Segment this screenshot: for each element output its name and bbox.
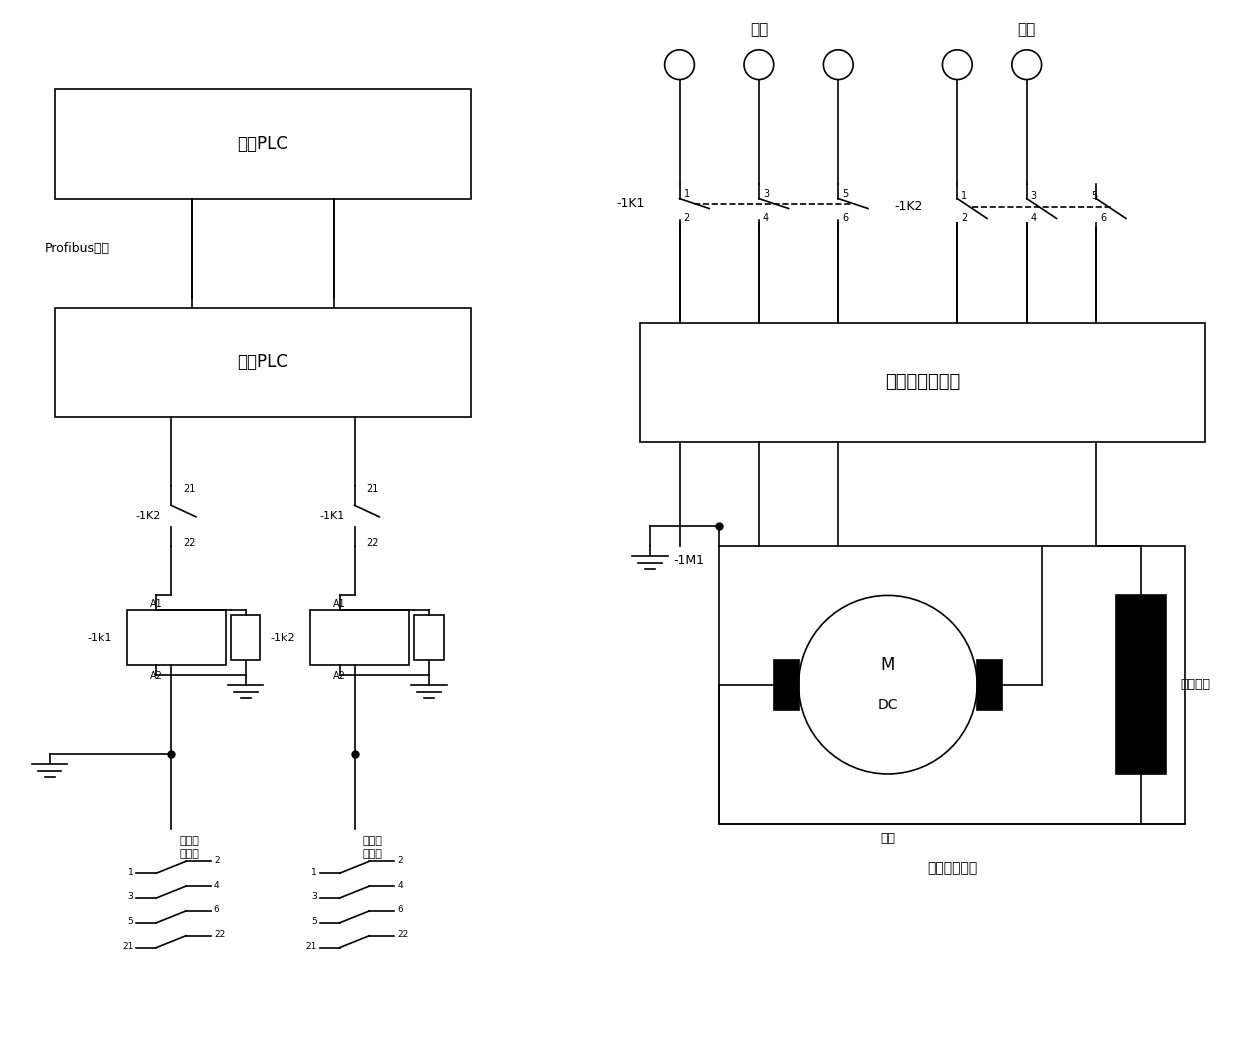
Text: A2: A2 — [150, 670, 162, 681]
Text: 22: 22 — [367, 538, 379, 548]
Text: -1K2: -1K2 — [894, 200, 923, 213]
Text: 电池供: 电池供 — [362, 837, 382, 846]
Text: 主控PLC: 主控PLC — [237, 135, 289, 153]
Bar — [977, 660, 1002, 709]
Text: A1: A1 — [150, 599, 162, 610]
Text: -1M1: -1M1 — [673, 554, 704, 567]
Text: 直流伺服电机: 直流伺服电机 — [928, 861, 977, 876]
Text: 21: 21 — [122, 942, 134, 951]
Text: 3: 3 — [128, 892, 134, 902]
Text: 22: 22 — [397, 930, 408, 939]
Text: -1k2: -1k2 — [270, 633, 295, 642]
Text: -1K2: -1K2 — [136, 511, 161, 521]
Text: 5: 5 — [128, 917, 134, 927]
Bar — [640, 322, 1205, 441]
Text: 电顺桨: 电顺桨 — [179, 849, 198, 860]
Circle shape — [823, 50, 853, 79]
Text: DC: DC — [878, 698, 898, 711]
Text: 22: 22 — [213, 930, 226, 939]
Bar — [719, 546, 1185, 823]
Text: Profibus通讯: Profibus通讯 — [45, 242, 109, 255]
Bar — [231, 615, 260, 660]
Text: A1: A1 — [334, 599, 346, 610]
Bar — [1116, 595, 1166, 774]
Bar — [414, 615, 444, 660]
Bar — [774, 660, 799, 709]
Circle shape — [744, 50, 774, 79]
Text: 4: 4 — [213, 881, 219, 889]
Circle shape — [665, 50, 694, 79]
Text: 变桨伺服驱动器: 变桨伺服驱动器 — [885, 373, 960, 391]
Text: 2: 2 — [397, 856, 403, 865]
Circle shape — [942, 50, 972, 79]
Circle shape — [1012, 50, 1042, 79]
Text: 主电: 主电 — [750, 22, 768, 38]
Text: 1: 1 — [311, 868, 317, 877]
Text: 21: 21 — [367, 484, 378, 495]
Text: -1K1: -1K1 — [616, 197, 645, 210]
Text: 6: 6 — [213, 906, 219, 914]
Text: 3: 3 — [763, 188, 769, 199]
Text: 电池: 电池 — [1018, 22, 1035, 38]
Bar — [310, 610, 409, 665]
Text: 4: 4 — [397, 881, 403, 889]
Bar — [55, 308, 471, 417]
Bar — [126, 610, 226, 665]
Text: -1K1: -1K1 — [320, 511, 345, 521]
Circle shape — [799, 595, 977, 774]
Text: 3: 3 — [1030, 190, 1037, 201]
Text: 22: 22 — [184, 538, 196, 548]
Text: 6: 6 — [397, 906, 403, 914]
Text: 5: 5 — [1091, 190, 1097, 201]
Text: -1k1: -1k1 — [87, 633, 112, 642]
Bar — [55, 90, 471, 199]
Text: 6: 6 — [1100, 213, 1106, 224]
Text: 5: 5 — [842, 188, 848, 199]
Text: 串联磁场: 串联磁场 — [1180, 678, 1210, 691]
Text: 变桨PLC: 变桨PLC — [237, 354, 289, 371]
Text: 6: 6 — [842, 213, 848, 224]
Text: 2: 2 — [213, 856, 219, 865]
Text: M: M — [880, 656, 895, 674]
Text: A2: A2 — [334, 670, 346, 681]
Text: 1: 1 — [683, 188, 689, 199]
Text: 主电供: 主电供 — [179, 837, 198, 846]
Text: 4: 4 — [763, 213, 769, 224]
Text: 21: 21 — [305, 942, 317, 951]
Text: 4: 4 — [1030, 213, 1037, 224]
Text: 21: 21 — [184, 484, 196, 495]
Text: 1: 1 — [961, 190, 967, 201]
Text: 3: 3 — [311, 892, 317, 902]
Text: 2: 2 — [961, 213, 967, 224]
Text: 2: 2 — [683, 213, 689, 224]
Text: 电顺桨: 电顺桨 — [362, 849, 382, 860]
Text: 1: 1 — [128, 868, 134, 877]
Text: 5: 5 — [311, 917, 317, 927]
Text: 电枢: 电枢 — [880, 832, 895, 845]
